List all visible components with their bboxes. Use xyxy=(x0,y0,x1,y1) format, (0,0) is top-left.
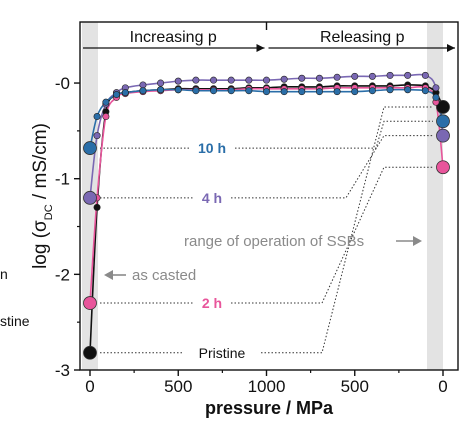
arrow-releasing-head xyxy=(447,44,455,52)
data-point xyxy=(102,98,110,106)
data-point xyxy=(102,113,110,121)
data-point xyxy=(421,87,429,95)
y-axis-title: log (σDC / mS/cm) xyxy=(30,123,55,269)
data-point xyxy=(93,203,101,211)
series-label: 4 h xyxy=(202,190,222,206)
data-point xyxy=(315,88,323,96)
data-point xyxy=(298,74,306,82)
endpoint-start xyxy=(83,141,97,155)
x-tick-label: 0 xyxy=(438,377,447,396)
data-point xyxy=(227,87,235,95)
data-point xyxy=(174,86,182,94)
data-point xyxy=(192,76,200,84)
data-point xyxy=(280,75,288,83)
data-point xyxy=(351,72,359,80)
data-point xyxy=(280,88,288,96)
endpoint-end xyxy=(436,100,450,114)
phase-label-releasing: Releasing p xyxy=(320,29,405,46)
data-point xyxy=(333,73,341,81)
data-point xyxy=(421,71,429,79)
data-point xyxy=(298,88,306,96)
range-arrow-head xyxy=(413,236,422,246)
shaded-band-end xyxy=(427,22,443,370)
data-point xyxy=(139,87,147,95)
data-point xyxy=(210,87,218,95)
data-point xyxy=(432,84,440,92)
connector-right xyxy=(231,135,433,199)
x-tick-label: 1000 xyxy=(248,377,286,396)
left-edge-fragment: n xyxy=(0,266,8,282)
x-tick-label: 500 xyxy=(341,377,369,396)
plot-frame xyxy=(79,21,459,371)
phase-label-increasing: Increasing p xyxy=(130,29,217,46)
series-label: Pristine xyxy=(199,345,246,361)
data-point xyxy=(157,86,165,94)
series-label: 10 h xyxy=(198,140,226,156)
data-point xyxy=(368,87,376,95)
data-point xyxy=(432,93,440,101)
data-point xyxy=(386,86,394,94)
data-point xyxy=(368,72,376,80)
data-point xyxy=(157,79,165,87)
data-point xyxy=(262,76,270,84)
data-point xyxy=(404,86,412,94)
data-point xyxy=(386,71,394,79)
x-tick-label: 500 xyxy=(164,377,192,396)
endpoint-end xyxy=(436,160,450,175)
as-casted-label: as casted xyxy=(132,267,196,284)
endpoint-start xyxy=(83,345,97,360)
data-point xyxy=(192,87,200,95)
x-tick-label: 0 xyxy=(85,377,94,396)
data-point xyxy=(333,88,341,96)
endpoint-end xyxy=(436,114,450,129)
data-point xyxy=(174,77,182,85)
data-point xyxy=(121,89,129,97)
data-point xyxy=(227,76,235,84)
endpoint-start xyxy=(83,190,97,205)
data-point xyxy=(262,88,270,96)
endpoint-end xyxy=(436,128,450,143)
y-tick-label: -1 xyxy=(55,170,70,189)
y-tick-label: -3 xyxy=(55,361,70,380)
data-point xyxy=(351,88,359,96)
data-point xyxy=(93,132,101,140)
connector-right xyxy=(235,120,433,149)
arrow-increasing-head xyxy=(256,44,265,52)
left-edge-fragment: stine xyxy=(0,313,30,329)
data-point xyxy=(93,113,101,121)
range-of-operation-label: range of operation of SSBs xyxy=(184,233,364,250)
data-point xyxy=(404,71,412,79)
data-point xyxy=(112,91,120,99)
y-tick-label: -0 xyxy=(55,74,70,93)
data-point xyxy=(245,76,253,84)
y-tick-label: -2 xyxy=(55,265,70,284)
data-point xyxy=(210,76,218,84)
endpoint-start xyxy=(83,296,97,310)
data-point xyxy=(245,87,253,95)
as-casted-arrow-head xyxy=(104,270,113,280)
x-axis-title: pressure / MPa xyxy=(205,398,334,418)
data-point xyxy=(315,74,323,82)
connector-right xyxy=(231,166,433,304)
series-label: 2 h xyxy=(202,295,222,311)
